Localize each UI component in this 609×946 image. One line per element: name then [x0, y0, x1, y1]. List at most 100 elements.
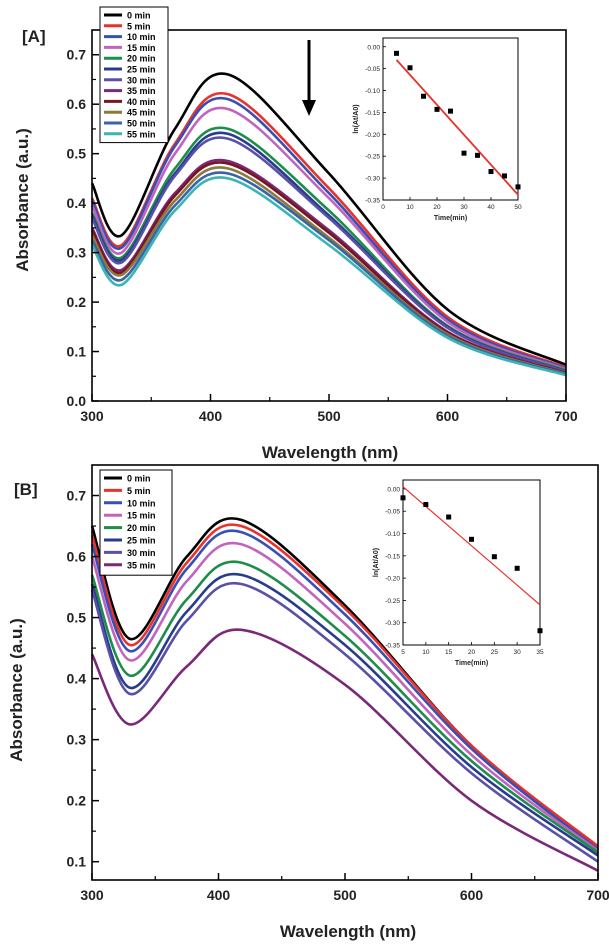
- panel-a-y-axis-label: Absorbance (a.u.): [13, 128, 32, 272]
- legend-label: 55 min: [127, 129, 156, 139]
- inset-data-point: [469, 536, 474, 542]
- panel-a-series: [90, 72, 567, 377]
- y-tick-label: 0.2: [67, 793, 87, 809]
- y-tick-label: 0.7: [67, 47, 87, 63]
- inset-data-point: [475, 152, 480, 158]
- series-line-50-min: [90, 171, 567, 376]
- inset-x-tick-label: 50: [514, 204, 522, 211]
- series-line-5-min: [90, 91, 567, 369]
- x-tick-label: 600: [460, 887, 484, 903]
- inset-data-point: [488, 169, 494, 175]
- series-line-5-min: [90, 523, 599, 848]
- inset-data-point: [421, 93, 426, 99]
- legend-label: 50 min: [127, 119, 156, 129]
- y-tick-label: 0.5: [67, 610, 87, 626]
- inset-data-point: [394, 50, 399, 56]
- panel-a-inset: 0 10 20 30 40 50 0.00 -0.05 -0.10 -0.15 -0.20 -0.25…: [353, 37, 522, 222]
- inset-y-tick-label: -0.05: [365, 66, 380, 73]
- panel-a-arrow: [302, 40, 316, 116]
- inset-y-tick-label: -0.15: [365, 110, 380, 117]
- legend-label: 25 min: [127, 536, 156, 546]
- inset-x-axis-label: Time(min): [434, 215, 467, 222]
- legend-label: 20 min: [127, 54, 156, 64]
- inset-x-axis-label: Time(min): [455, 660, 488, 667]
- x-tick-label: 700: [586, 887, 609, 903]
- panel-b-label: [B]: [14, 480, 38, 499]
- inset-y-tick-label: -0.20: [365, 132, 380, 139]
- y-tick-label: 0.4: [67, 671, 87, 687]
- legend-label: 15 min: [127, 43, 156, 53]
- y-tick-label: 0.7: [67, 488, 87, 504]
- legend-label: 0 min: [127, 11, 151, 21]
- panel-b-y-axis-label: Absorbance (a.u.): [7, 618, 26, 762]
- y-tick-label: 0.3: [67, 245, 87, 261]
- legend-label: 35 min: [127, 560, 156, 570]
- inset-x-tick-label: 0: [381, 204, 385, 211]
- y-tick-label: 0.5: [67, 146, 87, 162]
- inset-y-tick-label: -0.30: [365, 176, 380, 183]
- inset-data-point: [448, 108, 453, 114]
- inset-data-point: [514, 565, 520, 571]
- series-line-0-min: [90, 72, 567, 367]
- x-tick-label: 700: [554, 408, 578, 424]
- x-tick-label: 500: [317, 408, 341, 424]
- inset-data-point: [491, 554, 497, 560]
- series-line-45-min: [90, 166, 567, 376]
- inset-y-tick-label: 0.00: [387, 486, 400, 493]
- series-line-10-min: [90, 96, 567, 370]
- legend-label: 35 min: [127, 86, 156, 96]
- x-tick-label: 400: [199, 408, 223, 424]
- legend-label: 30 min: [127, 548, 156, 558]
- legend-box: [99, 6, 169, 144]
- inset-x-tick-label: 35: [536, 649, 544, 656]
- legend-box: [99, 469, 173, 576]
- inset-x-tick-label: 20: [433, 204, 441, 211]
- inset-x-tick-label: 25: [491, 649, 499, 656]
- panel-a-x-axis-label: Wavelength (nm): [262, 443, 398, 462]
- legend-label: 20 min: [127, 523, 156, 533]
- legend-label: 45 min: [127, 108, 156, 118]
- inset-y-tick-label: -0.10: [385, 531, 400, 538]
- inset-frame: [402, 479, 541, 646]
- inset-data-point: [400, 495, 406, 501]
- inset-x-tick-label: 5: [401, 649, 405, 656]
- y-tick-label: 0.2: [67, 294, 87, 310]
- y-tick-label: 0.3: [67, 732, 87, 748]
- y-tick-label: 0.1: [67, 344, 87, 360]
- inset-y-axis-label: ln(At/A0): [373, 548, 380, 577]
- x-tick-label: 500: [333, 887, 357, 903]
- inset-y-tick-label: -0.35: [365, 198, 380, 205]
- panel-a: [A] 300 400 500 600 7000.00.10.20.30.40.50.6…: [13, 6, 578, 462]
- inset-y-tick-label: -0.15: [385, 553, 400, 560]
- inset-data-point: [423, 502, 429, 508]
- panel-a-label: [A]: [22, 27, 46, 46]
- y-tick-label: 0.6: [67, 549, 87, 565]
- inset-data-point: [446, 514, 452, 520]
- legend-label: 10 min: [127, 498, 156, 508]
- inset-y-tick-label: -0.30: [385, 620, 400, 627]
- x-tick-label: 400: [207, 887, 231, 903]
- series-line-30-min: [90, 136, 567, 374]
- inset-y-tick-label: -0.25: [365, 154, 380, 161]
- series-line-15-min: [90, 106, 567, 371]
- panel-b-series: [90, 517, 599, 872]
- inset-x-tick-label: 30: [460, 204, 468, 211]
- y-tick-label: 0.4: [67, 195, 87, 211]
- panel-b-inset: 5 10 15 20 25 30 35 0.00 -0.05 -0.10 -0.15 -0.20 -0.…: [373, 479, 544, 667]
- inset-data-point: [407, 65, 413, 71]
- inset-x-tick-label: 10: [422, 649, 430, 656]
- inset-x-tick-label: 20: [468, 649, 476, 656]
- legend-label: 15 min: [127, 511, 156, 521]
- inset-y-axis-label: ln(At/A0): [353, 104, 360, 133]
- x-tick-label: 300: [80, 408, 104, 424]
- series-line-20-min: [90, 560, 599, 854]
- inset-fit-line: [395, 59, 519, 196]
- y-tick-label: 0.1: [67, 854, 87, 870]
- series-line-10-min: [90, 529, 599, 851]
- inset-x-tick-label: 15: [445, 649, 453, 656]
- legend-label: 5 min: [127, 21, 151, 31]
- legend-label: 5 min: [127, 486, 151, 496]
- inset-x-tick-label: 10: [406, 204, 414, 211]
